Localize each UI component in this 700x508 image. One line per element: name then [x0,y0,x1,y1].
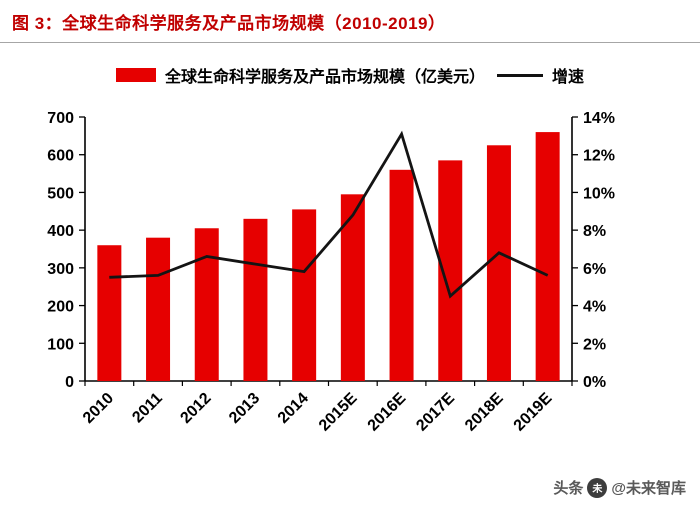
legend-bars-label: 全球生命科学服务及产品市场规模（亿美元） [164,69,485,86]
bar-series-swatch-icon [115,68,156,82]
figure-header: 图 3：全球生命科学服务及产品市场规模（2010-2019） [0,0,700,43]
right-axis-label: 12% [583,148,615,165]
left-axis-label: 700 [47,110,74,127]
chart-legend: 全球生命科学服务及产品市场规模（亿美元） 增速 [0,63,700,87]
legend-item-line: 增速 [497,63,584,87]
x-label-2012: 2012 [177,390,214,427]
x-label-2018E: 2018E [462,390,507,435]
bar-2010 [97,245,122,381]
left-axis-label: 400 [47,223,74,240]
bar-2011 [146,237,171,381]
line-series-swatch-icon [497,73,543,77]
bar-2012 [194,228,219,381]
x-label-2011: 2011 [129,390,166,427]
bar-2014 [292,209,317,381]
x-label-2017E: 2017E [413,390,458,435]
growth-line [109,130,549,299]
watermark-avatar-icon: 未 [587,477,608,498]
left-axis-label: 100 [47,336,74,353]
right-axis-label: 6% [583,261,606,278]
left-axis-label: 500 [47,185,74,202]
legend-item-bars: 全球生命科学服务及产品市场规模（亿美元） [115,63,485,87]
x-label-2016E: 2016E [365,390,410,435]
right-axis-label: 0% [583,374,606,391]
x-label-2014: 2014 [275,390,312,427]
right-axis-label: 8% [583,223,606,240]
right-axis-label: 10% [583,185,615,202]
legend-line-label: 增速 [552,69,585,86]
x-label-2013: 2013 [226,390,263,427]
bar-2019E [535,132,560,381]
bar-2015E [340,194,365,381]
left-axis-label: 0 [65,374,74,391]
figure-title: 图 3：全球生命科学服务及产品市场规模（2010-2019） [12,14,446,33]
left-axis-label: 600 [47,148,74,165]
right-axis-label: 14% [583,110,615,127]
chart-svg: 0 100 200 300 400 500 600 700 0% 2% 4% 6% 8% 10% 12% 14… [47,110,615,435]
bar-2013 [243,218,268,381]
watermark: 头条 未 @未来智库 [553,477,686,498]
right-axis-label: 4% [583,299,606,316]
x-label-2019E: 2019E [511,390,556,435]
x-label-2015E: 2015E [316,390,361,435]
x-label-2010: 2010 [80,390,117,427]
bar-2018E [486,145,511,381]
left-axis-label: 300 [47,261,74,278]
watermark-prefix: 头条 [553,480,584,497]
bar-2016E [389,169,414,381]
right-axis-label: 2% [583,336,606,353]
watermark-handle: @未来智库 [611,480,686,497]
left-axis-label: 200 [47,299,74,316]
